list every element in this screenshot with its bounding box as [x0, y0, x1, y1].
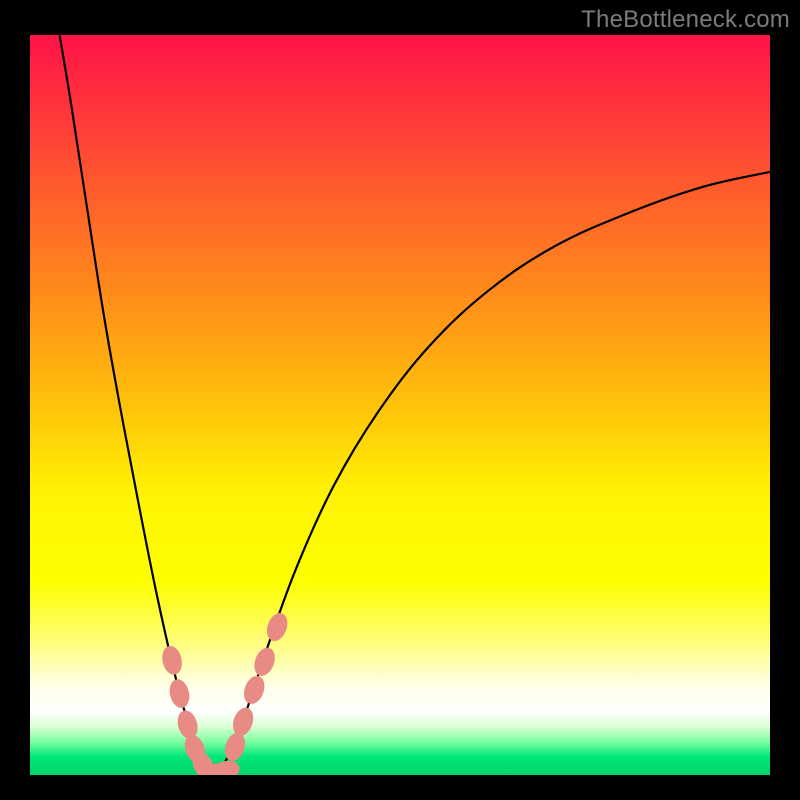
chart-svg: [30, 35, 770, 775]
watermark-text: TheBottleneck.com: [581, 6, 790, 34]
gradient-background: [30, 35, 770, 775]
chart-plot-area: [30, 35, 770, 775]
